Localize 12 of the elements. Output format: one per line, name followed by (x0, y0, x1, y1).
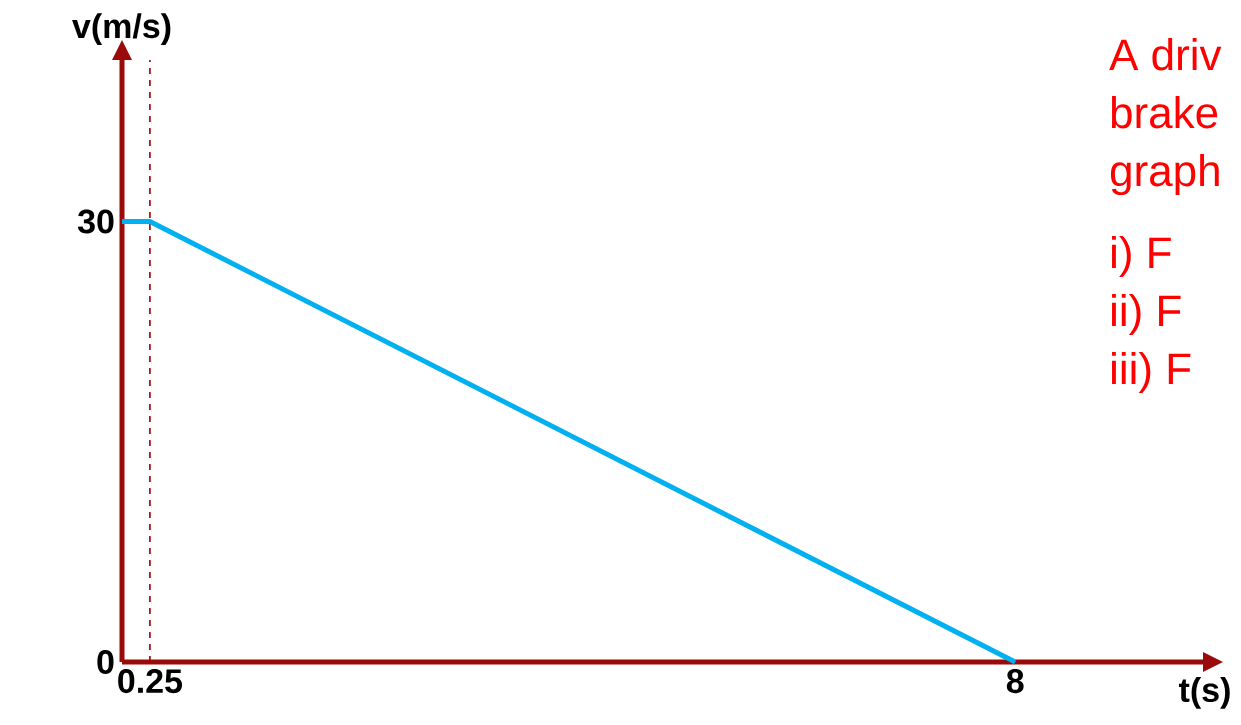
y-tick-label: 0 (97, 649, 114, 675)
x-tick-label: 8 (1006, 669, 1024, 694)
annotation: A driv (1109, 38, 1222, 71)
annotation: brake (1111, 96, 1218, 129)
annotation: ii) F (1112, 294, 1181, 336)
annotation: i) F (1112, 236, 1171, 278)
x-tick-label: 0.25 (118, 669, 183, 694)
annotation: iii) F (1112, 352, 1191, 394)
x-axis-title: t(s) (1178, 677, 1230, 709)
y-tick-label: 30 (77, 209, 114, 234)
annotation: graph (1110, 154, 1219, 196)
y-axis-title: v(m/s) (72, 13, 171, 45)
